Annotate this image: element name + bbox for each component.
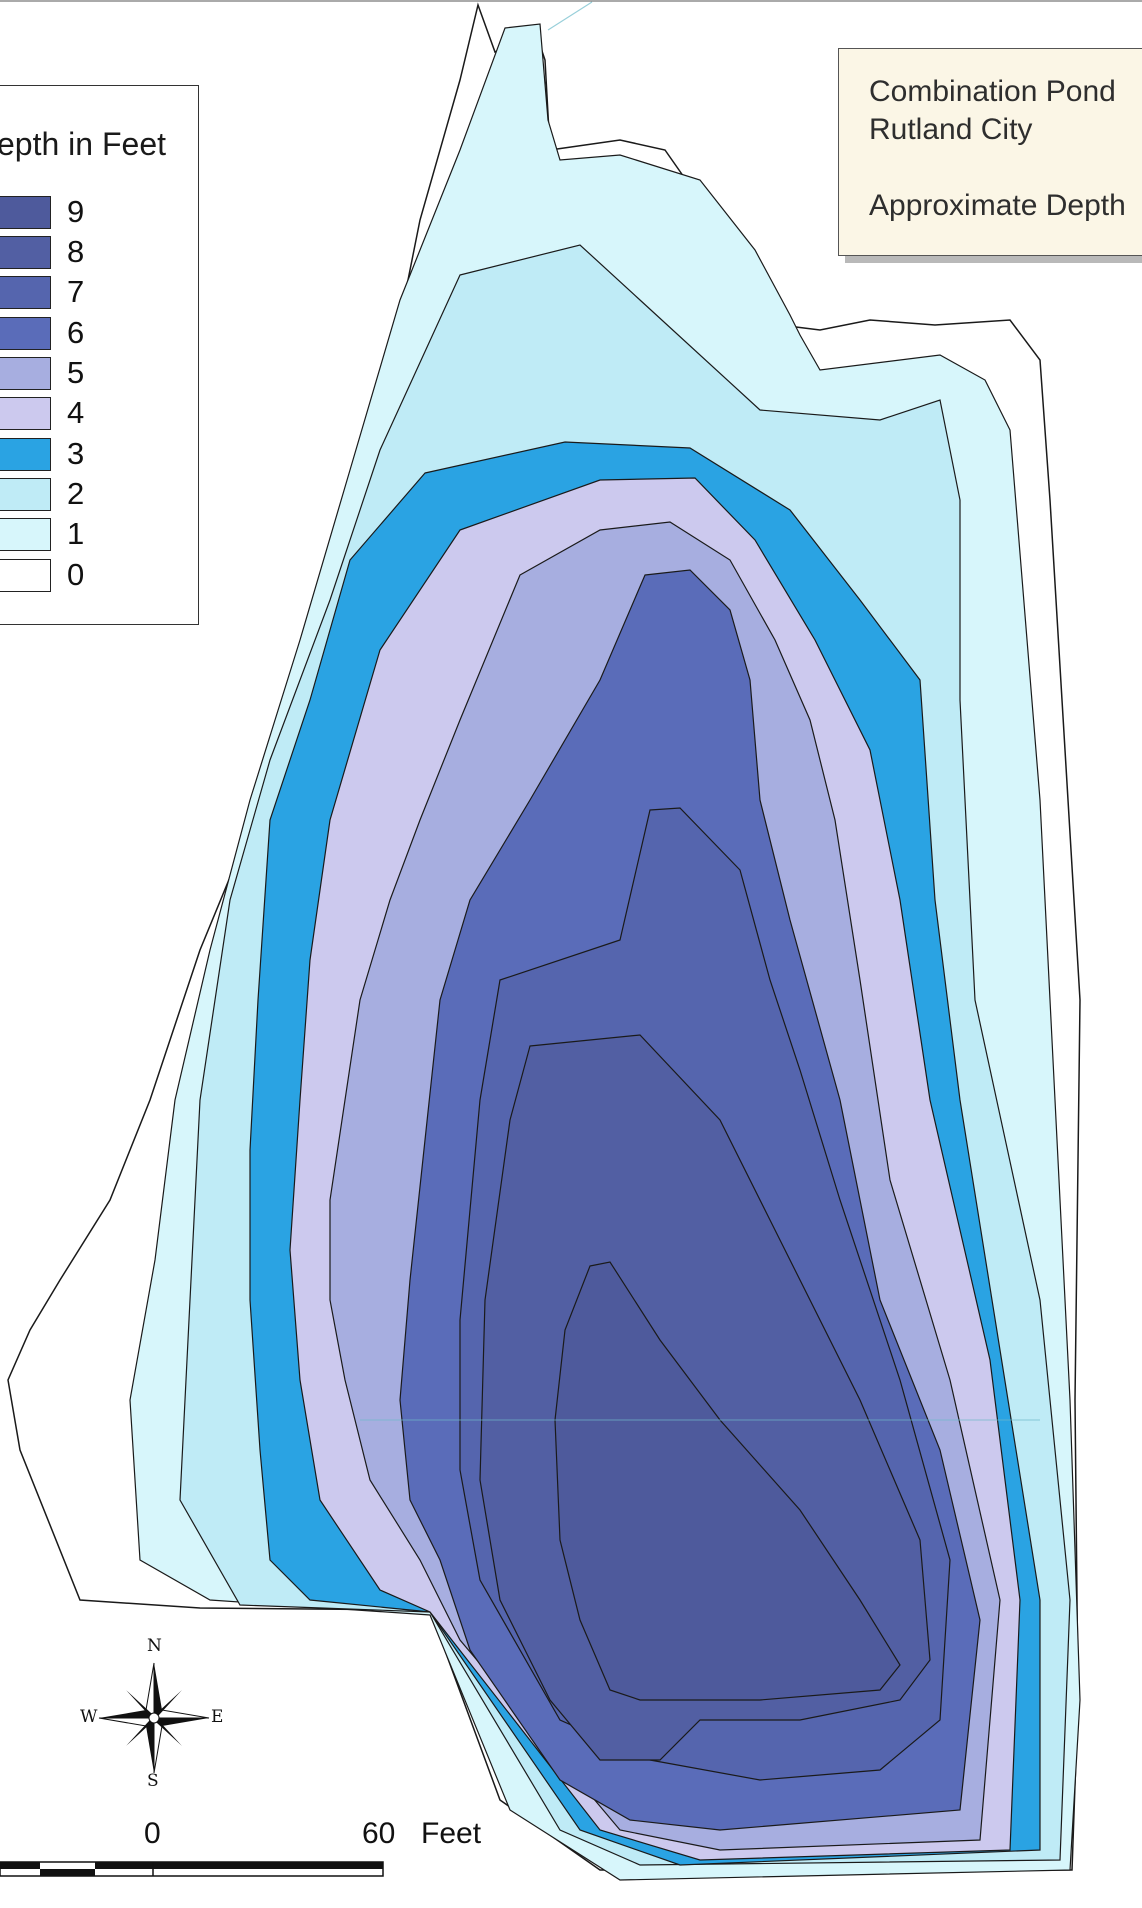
legend-item: 3 [0, 436, 117, 474]
legend-item: 6 [0, 315, 117, 353]
legend-label: 4 [67, 395, 85, 430]
legend-item: 0 [0, 557, 117, 595]
legend-swatch-3 [0, 438, 51, 471]
legend-label: 5 [67, 355, 85, 390]
legend-label: 9 [67, 194, 85, 229]
legend-title: epth in Feet [0, 126, 166, 162]
legend-swatch-4 [0, 397, 51, 430]
compass-west-label: W [80, 1707, 98, 1727]
legend-swatch-2 [0, 478, 51, 511]
legend-item: 2 [0, 476, 117, 514]
legend-label: 8 [67, 234, 85, 269]
legend: epth in Feet 9 8 7 6 5 4 3 2 1 0 [0, 85, 199, 625]
legend-swatch-9 [0, 196, 51, 229]
compass-east-label: E [211, 1707, 224, 1727]
scale-max-label: 60 [362, 1817, 396, 1850]
legend-item: 1 [0, 516, 117, 554]
map-title-box: Combination Pond Rutland City Approximat… [838, 48, 1142, 256]
legend-label: 0 [67, 557, 85, 592]
legend-swatch-7 [0, 276, 51, 309]
map-subtitle: Approximate Depth [869, 189, 1126, 222]
legend-label: 1 [67, 516, 85, 551]
scale-unit-label: Feet [421, 1817, 482, 1850]
legend-item: 9 [0, 194, 117, 232]
legend-swatch-1 [0, 518, 51, 551]
map-title: Combination Pond [869, 75, 1116, 108]
scale-zero-label: 0 [144, 1817, 161, 1850]
top-line-artifact [547, 1, 593, 31]
legend-label: 3 [67, 436, 85, 471]
legend-label: 2 [67, 476, 85, 511]
map-location: Rutland City [869, 113, 1033, 146]
legend-swatch-8 [0, 236, 51, 269]
compass-south-label: S [147, 1771, 159, 1791]
legend-swatch-6 [0, 317, 51, 350]
legend-item: 8 [0, 234, 117, 272]
legend-item: 5 [0, 355, 117, 393]
scale-bar [0, 1861, 384, 1877]
legend-swatch-5 [0, 357, 51, 390]
legend-label: 7 [67, 274, 85, 309]
depth-zone-9 [554, 1261, 901, 1701]
compass-north-label: N [147, 1636, 162, 1656]
compass-rose-icon [98, 1662, 210, 1774]
legend-label: 6 [67, 315, 85, 350]
legend-item: 7 [0, 274, 117, 312]
legend-item: 4 [0, 395, 117, 433]
legend-swatch-0 [0, 559, 51, 592]
